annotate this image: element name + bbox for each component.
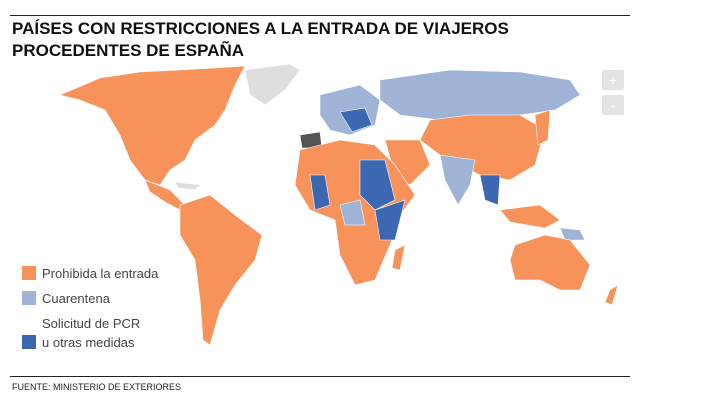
legend-item: Cuarentena (22, 289, 158, 308)
bottom-rule (10, 376, 630, 377)
legend-label: Prohibida la entrada (42, 264, 158, 283)
legend-swatch (22, 335, 36, 349)
legend-swatch (22, 266, 36, 280)
legend-label-line: u otras medidas (42, 335, 135, 350)
title-line: PROCEDENTES DE ESPAÑA (12, 41, 245, 60)
world-map (59, 63, 619, 346)
top-rule (10, 15, 630, 16)
legend-item: Prohibida la entrada (22, 264, 158, 283)
zoom-in-button[interactable]: + (602, 70, 624, 90)
legend-swatch (22, 291, 36, 305)
legend-label-line: Solicitud de PCR (42, 316, 141, 331)
source: FUENTE: MINISTERIO DE EXTERIORES (12, 382, 182, 392)
legend-label: Solicitud de PCR u otras medidas (42, 314, 140, 352)
zoom-out-button[interactable]: - (602, 95, 624, 115)
legend-label-line: Cuarentena (42, 291, 110, 306)
legend-label: Cuarentena (42, 289, 110, 308)
legend-label-line: Prohibida la entrada (42, 266, 159, 281)
title: PAÍSES CON RESTRICCIONES A LA ENTRADA DE… (12, 18, 622, 62)
legend-item: Solicitud de PCR u otras medidas (22, 314, 158, 352)
legend: Prohibida la entrada Cuarentena Solicitud … (22, 264, 158, 358)
title-line: PAÍSES CON RESTRICCIONES A LA ENTRADA DE… (12, 19, 509, 38)
